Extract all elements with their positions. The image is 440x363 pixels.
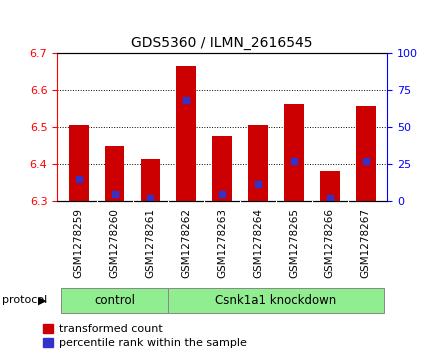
Bar (105, 146, 125, 201)
Bar (284, 103, 304, 201)
Bar (69, 125, 88, 201)
Bar (141, 159, 160, 201)
Bar (169, 288, 384, 313)
Text: Csnk1a1 knockdown: Csnk1a1 knockdown (215, 294, 337, 307)
Text: GSM1278261: GSM1278261 (146, 208, 155, 278)
Text: control: control (94, 294, 135, 307)
Text: GSM1278265: GSM1278265 (289, 208, 299, 278)
Bar (248, 125, 268, 201)
Text: GSM1278267: GSM1278267 (361, 208, 370, 278)
Bar (61, 288, 169, 313)
Text: GSM1278260: GSM1278260 (110, 208, 120, 278)
Text: GSM1278264: GSM1278264 (253, 208, 263, 278)
Text: GSM1278262: GSM1278262 (181, 208, 191, 278)
Bar (176, 66, 196, 201)
Text: GSM1278263: GSM1278263 (217, 208, 227, 278)
Bar (320, 171, 340, 201)
Bar (213, 136, 232, 201)
Bar (356, 106, 376, 201)
Legend: transformed count, percentile rank within the sample: transformed count, percentile rank withi… (41, 321, 249, 351)
Text: protocol: protocol (2, 295, 48, 305)
Text: GSM1278266: GSM1278266 (325, 208, 335, 278)
Text: ▶: ▶ (38, 295, 47, 305)
Text: GSM1278259: GSM1278259 (74, 208, 84, 278)
Title: GDS5360 / ILMN_2616545: GDS5360 / ILMN_2616545 (132, 36, 313, 50)
